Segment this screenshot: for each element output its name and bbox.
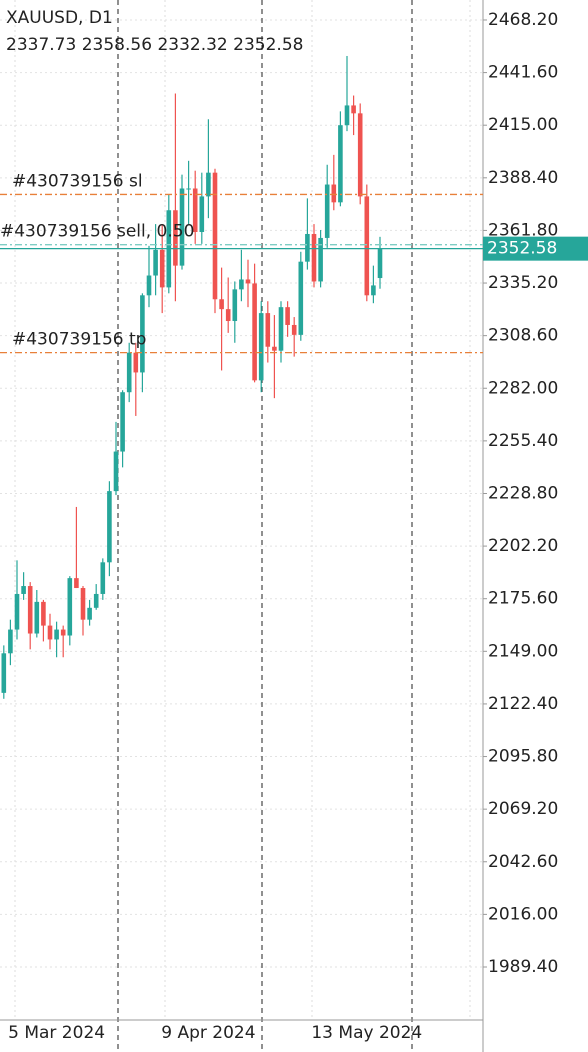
candle-body [364, 196, 370, 296]
y-tick-label: 2255.40 [488, 431, 558, 451]
candle-body [232, 289, 238, 322]
candle-body [1, 653, 7, 693]
candle-body [272, 346, 277, 351]
candle-body [107, 491, 112, 563]
candle-body [153, 249, 158, 276]
chart-title: XAUUSD, D1 [6, 8, 113, 28]
candles [1, 55, 383, 699]
candle-body [133, 352, 139, 373]
candle-body [146, 275, 152, 296]
candle-body [225, 309, 231, 322]
candle-body [285, 307, 290, 325]
candle-body [331, 184, 337, 203]
x-tick-label: 9 Apr 2024 [161, 1023, 255, 1043]
candle-body [212, 172, 218, 300]
y-tick-label: 2468.20 [488, 10, 558, 30]
candle-body [74, 578, 79, 589]
candle-body [140, 295, 145, 373]
y-tick-label: 2016.00 [488, 904, 558, 924]
candle-body [173, 210, 178, 266]
y-tick-label: 2069.20 [488, 799, 558, 819]
y-tick-label: 2149.00 [488, 641, 558, 661]
candle-body [377, 248, 383, 279]
candle-body [318, 237, 323, 282]
candle-body [199, 196, 205, 233]
order-label: #430739156 tp [12, 330, 146, 350]
y-tick-label: 2388.40 [488, 168, 558, 188]
candle-body [113, 451, 119, 492]
candle-body [21, 586, 26, 594]
candle-body [54, 629, 59, 640]
candle-body [219, 299, 224, 310]
candle-body [34, 601, 40, 634]
y-tick-label: 2042.60 [488, 852, 558, 872]
y-tick-label: 2095.80 [488, 747, 558, 767]
x-tick-label: 5 Mar 2024 [8, 1023, 105, 1043]
candle-body [371, 285, 376, 296]
candle-body [357, 113, 363, 197]
candle-body [258, 313, 264, 381]
candle-body [351, 105, 356, 114]
y-tick-label: 2202.20 [488, 536, 558, 556]
y-tick-label: 2175.60 [488, 589, 558, 609]
y-tick-label: 2415.00 [488, 115, 558, 135]
y-tick-label: 2122.40 [488, 694, 558, 714]
candle-body [239, 279, 244, 290]
last-price-tag [483, 236, 588, 261]
candle-body [60, 629, 66, 636]
y-tick-label: 2308.60 [488, 326, 558, 346]
candle-body [344, 105, 350, 126]
period-separators [117, 0, 413, 1052]
y-tick-label: 2361.80 [488, 220, 558, 240]
candle-body [192, 188, 198, 233]
candle-body [305, 233, 310, 262]
candle-body [252, 283, 257, 381]
candle-body [298, 261, 304, 335]
y-tick-label: 2335.20 [488, 273, 558, 293]
overlay: #430739156 sl #430739156 sell, 0.50 #43073… [0, 171, 588, 354]
candle-body [100, 562, 106, 594]
y-tick-label: 2228.80 [488, 483, 558, 503]
open-readout: 2337.73 [6, 35, 76, 55]
candle-body [47, 625, 53, 640]
candle-body [159, 249, 165, 288]
low-readout: 2332.32 [157, 35, 227, 55]
candle-body [27, 586, 33, 634]
candle-body [278, 307, 284, 351]
x-tick-label: 13 May 2024 [311, 1023, 422, 1043]
y-tick-label: 2282.00 [488, 378, 558, 398]
candle-body [67, 578, 73, 636]
candle-body [41, 601, 46, 626]
candle-body [186, 188, 191, 190]
candle-body [311, 233, 317, 282]
candle-body [14, 593, 20, 630]
candle-body [291, 324, 297, 335]
candle-body [8, 629, 13, 654]
last-price-label: 2352.58 [487, 239, 557, 259]
high-readout: 2358.56 [82, 35, 152, 55]
candle-body [120, 392, 125, 452]
candle-body [126, 352, 132, 393]
close-readout: 2352.58 [233, 35, 303, 55]
y-tick-label: 2441.60 [488, 63, 558, 83]
order-label: #430739156 sl [12, 171, 143, 191]
candle-body [179, 188, 185, 266]
candle-body [324, 184, 330, 238]
candle-body [265, 313, 271, 347]
candle-body [245, 279, 251, 284]
candle-body [87, 607, 92, 620]
order-label: #430739156 sell, 0.50 [0, 222, 194, 242]
candle-body [206, 172, 211, 197]
candle-body [338, 125, 343, 203]
candle-body [93, 593, 99, 608]
y-tick-label: 1989.40 [488, 957, 558, 977]
candle-body [80, 588, 86, 620]
ohlc-readout: 2337.73 2358.56 2332.32 2352.58 [6, 35, 303, 55]
